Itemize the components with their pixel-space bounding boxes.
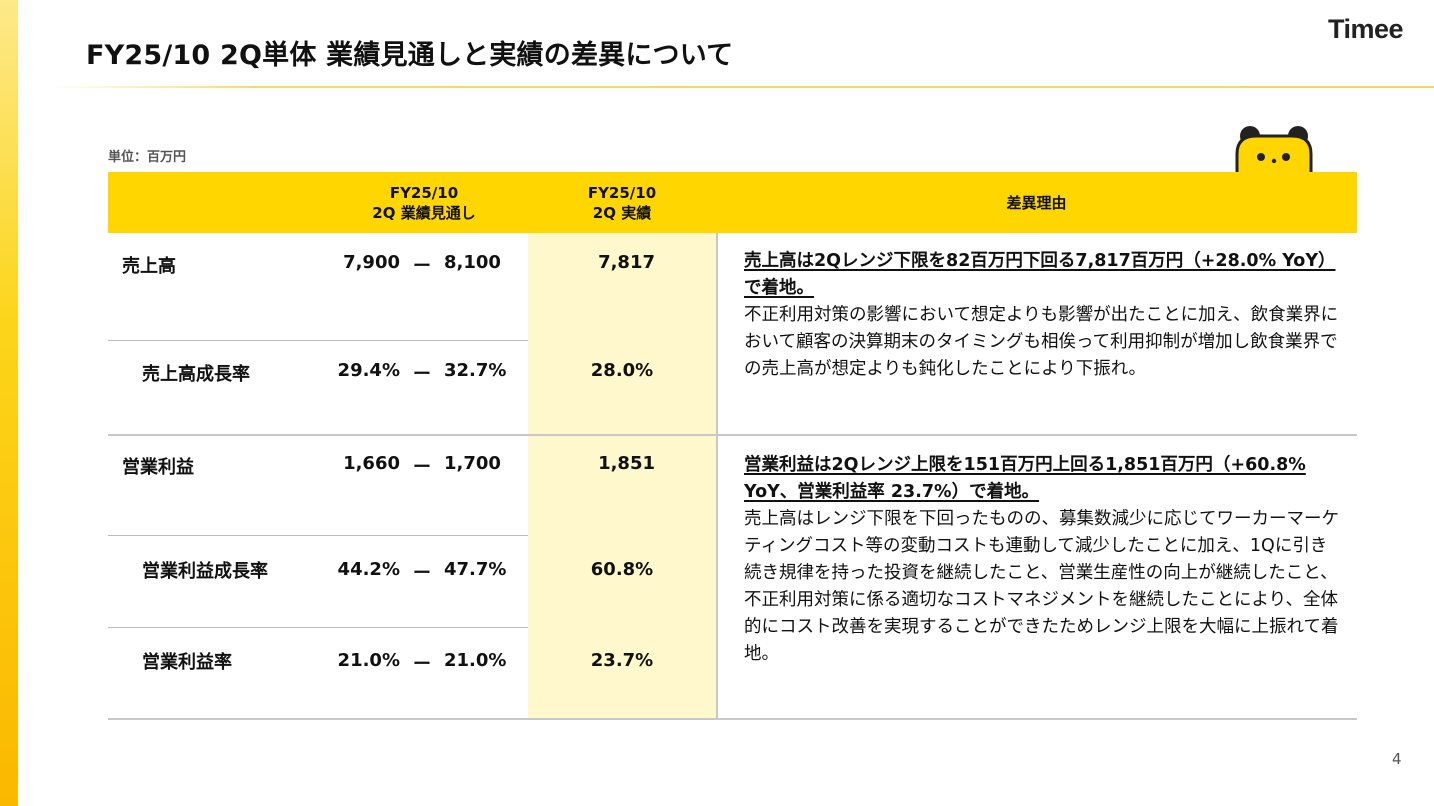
row-label: 営業利益 [122,457,194,478]
reason-body: 売上高はレンジ下限を下回ったものの、募集数減少に応じてワーカーマーケティングコス… [744,509,1339,664]
forecast-low: 29.4% [337,360,400,381]
header-forecast-line2: 2Q 業績見通し [372,203,476,222]
row-label: 売上高 [122,256,176,277]
range-separator: ー [413,256,431,277]
range-separator: ー [413,563,431,584]
page-number: 4 [1392,750,1402,768]
actual-column-highlight [528,233,716,719]
forecast-low: 21.0% [337,650,400,671]
range-separator: ー [413,457,431,478]
forecast-low: 44.2% [337,559,400,580]
page-title: FY25/10 2Q単体 業績見通しと実績の差異について [86,40,734,71]
range-separator: ー [413,654,431,675]
range-separator: ー [413,364,431,385]
forecast-high: 47.7% [444,559,507,580]
header-actual-line1: FY25/10 [587,183,657,202]
forecast-high: 1,700 [444,453,501,474]
forecast-high: 21.0% [444,650,507,671]
actual-value: 7,817 [598,252,655,273]
timee-logo: Timee [1328,14,1404,44]
unit-label: 単位：百万円 [108,150,187,165]
reason-body: 不正利用対策の影響において想定よりも影響が出たことに加え、飲食業界において顧客の… [744,305,1339,379]
forecast-low: 7,900 [343,252,400,273]
reason-headline: 営業利益は2Qレンジ上限を151百万円上回る1,851百万円（+60.8% Yo… [744,455,1306,502]
actual-value: 23.7% [590,650,654,671]
table-bottom-rule [108,718,1357,720]
reason-headline: 売上高は2Qレンジ下限を82百万円下回る7,817百万円（+28.0% YoY）… [744,251,1336,298]
actual-value: 28.0% [590,360,654,381]
header-actual-line2: 2Q 実績 [592,203,652,222]
row-label: 営業利益成長率 [142,561,268,582]
row-label: 売上高成長率 [142,364,250,385]
header-forecast-line1: FY25/10 [389,183,459,202]
actual-value: 1,851 [598,453,655,474]
title-divider [50,86,1434,88]
forecast-high: 32.7% [444,360,507,381]
accent-sidebar [0,0,18,806]
actual-value: 60.8% [590,559,654,580]
forecast-high: 8,100 [444,252,501,273]
forecast-low: 1,660 [343,453,400,474]
header-reason: 差異理由 [1006,193,1067,212]
row-divider [108,535,528,536]
section-divider [108,434,1357,436]
column-divider [716,233,718,719]
row-divider [108,340,528,341]
mascot-icon [1235,126,1313,174]
row-divider [108,627,528,628]
row-label: 営業利益率 [142,652,232,673]
table-header: FY25/10 2Q 業績見通し FY25/10 2Q 実績 差異理由 [108,172,1357,233]
header-actual: FY25/10 2Q 実績 [528,172,716,233]
reason-sales: 売上高は2Qレンジ下限を82百万円下回る7,817百万円（+28.0% YoY）… [744,248,1344,383]
header-forecast: FY25/10 2Q 業績見通し [320,172,528,233]
reason-operating-profit: 営業利益は2Qレンジ上限を151百万円上回る1,851百万円（+60.8% Yo… [744,452,1344,668]
